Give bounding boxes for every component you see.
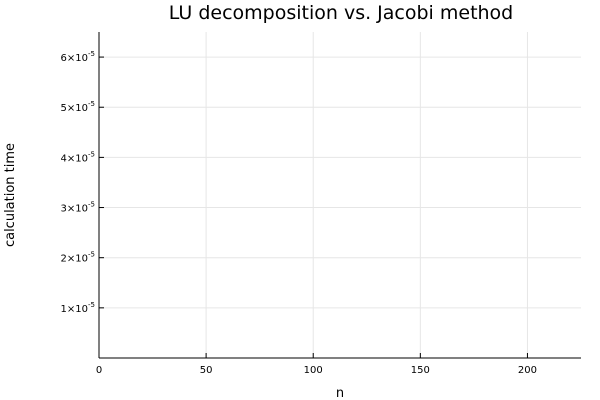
y-tick-label: 2×10-5 — [61, 251, 95, 265]
x-tick-label: 150 — [411, 365, 430, 376]
y-tick-label: 4×10-5 — [61, 150, 95, 164]
chart-title: LU decomposition vs. Jacobi method — [169, 2, 514, 24]
x-tick-label: 50 — [200, 365, 213, 376]
grid — [99, 32, 581, 358]
y-tick-label: 6×10-5 — [61, 50, 95, 64]
y-axis-label: calculation time — [3, 143, 18, 247]
x-tick-label: 0 — [96, 365, 102, 376]
y-axis-ticks: 1×10-5 2×10-5 3×10-5 4×10-5 5×10-5 6×10-5 — [61, 50, 104, 315]
x-tick-label: 100 — [304, 365, 323, 376]
x-axis-label: n — [336, 386, 344, 400]
y-tick-label: 1×10-5 — [61, 301, 95, 315]
y-tick-label: 5×10-5 — [61, 100, 95, 114]
x-axis-ticks: 0 50 100 150 200 — [96, 353, 537, 376]
x-tick-label: 200 — [518, 365, 537, 376]
y-tick-label: 3×10-5 — [61, 201, 95, 215]
